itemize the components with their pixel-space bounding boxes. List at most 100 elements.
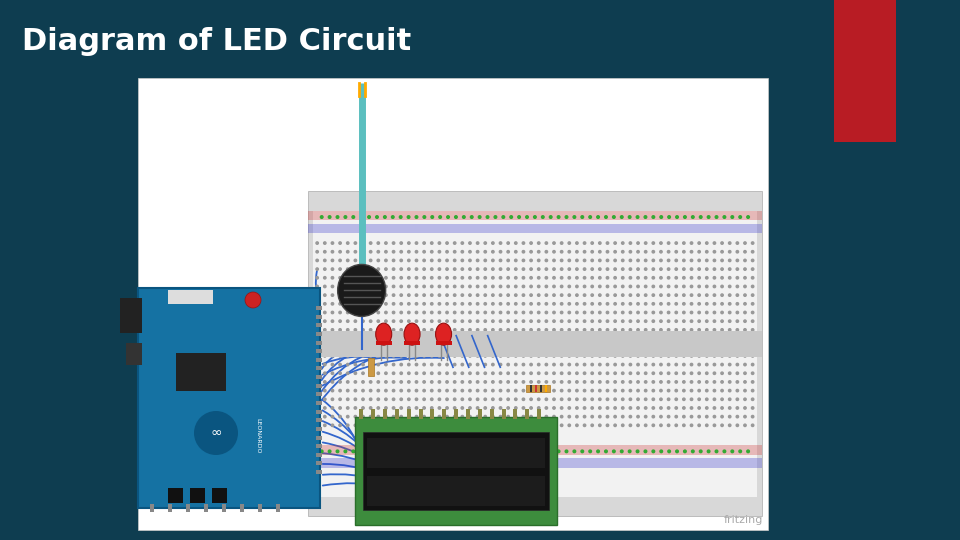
Circle shape [354,355,356,357]
Circle shape [331,389,334,392]
Circle shape [599,381,601,383]
Circle shape [453,302,456,305]
Circle shape [377,407,379,409]
Circle shape [530,389,532,392]
Circle shape [629,259,632,261]
Circle shape [328,216,331,218]
Circle shape [400,338,402,340]
Circle shape [453,355,456,357]
Circle shape [629,285,632,288]
Circle shape [698,372,701,374]
Circle shape [316,259,319,261]
Circle shape [478,450,481,453]
Circle shape [194,411,238,455]
Circle shape [706,415,708,418]
Circle shape [729,407,731,409]
Circle shape [339,424,342,427]
Circle shape [660,372,662,374]
Circle shape [568,329,570,331]
Circle shape [377,389,379,392]
Circle shape [438,338,441,340]
Circle shape [629,320,632,322]
Circle shape [599,372,601,374]
Circle shape [660,355,662,357]
Circle shape [660,329,662,331]
Circle shape [445,398,448,401]
Circle shape [423,216,425,218]
Bar [212,488,227,503]
Circle shape [599,268,601,271]
Circle shape [445,276,448,279]
Bar [372,409,375,419]
Circle shape [721,363,723,366]
Circle shape [568,285,570,288]
Circle shape [453,242,456,244]
Circle shape [660,398,662,401]
Circle shape [591,302,593,305]
Circle shape [667,372,670,374]
Circle shape [352,216,354,218]
Circle shape [445,285,448,288]
Circle shape [744,294,746,296]
Circle shape [362,389,364,392]
Circle shape [461,424,464,427]
Circle shape [393,381,395,383]
Circle shape [538,407,540,409]
Circle shape [584,346,586,348]
Circle shape [354,424,356,427]
Circle shape [484,320,487,322]
Circle shape [629,389,632,392]
Circle shape [438,355,441,357]
Circle shape [354,398,356,401]
Circle shape [744,381,746,383]
Circle shape [591,389,593,392]
Circle shape [675,329,678,331]
Circle shape [362,372,364,374]
Circle shape [507,302,510,305]
Circle shape [400,415,402,418]
Circle shape [445,363,448,366]
Circle shape [431,372,433,374]
Circle shape [453,268,456,271]
Circle shape [690,259,693,261]
Circle shape [468,355,471,357]
Circle shape [476,381,479,383]
Circle shape [453,311,456,314]
Circle shape [423,398,425,401]
Circle shape [339,311,342,314]
Circle shape [438,389,441,392]
Circle shape [463,216,466,218]
Circle shape [423,329,425,331]
Circle shape [721,381,723,383]
Circle shape [468,276,471,279]
Circle shape [591,346,593,348]
Circle shape [565,216,567,218]
Circle shape [545,389,547,392]
Bar [316,341,322,345]
Circle shape [629,346,632,348]
Bar [526,384,550,391]
Circle shape [476,329,479,331]
Circle shape [591,363,593,366]
Circle shape [644,294,647,296]
Circle shape [530,251,532,253]
Circle shape [683,372,685,374]
Circle shape [576,276,578,279]
Bar [316,315,322,319]
Circle shape [324,302,326,305]
Circle shape [445,381,448,383]
Circle shape [515,398,517,401]
Circle shape [731,450,733,453]
Circle shape [331,259,334,261]
Circle shape [729,398,731,401]
Circle shape [613,424,616,427]
Circle shape [324,346,326,348]
Circle shape [652,251,655,253]
Circle shape [607,372,609,374]
Circle shape [354,320,356,322]
Circle shape [752,355,754,357]
Circle shape [545,346,547,348]
Circle shape [484,268,487,271]
Bar [530,384,532,391]
Circle shape [370,363,372,366]
